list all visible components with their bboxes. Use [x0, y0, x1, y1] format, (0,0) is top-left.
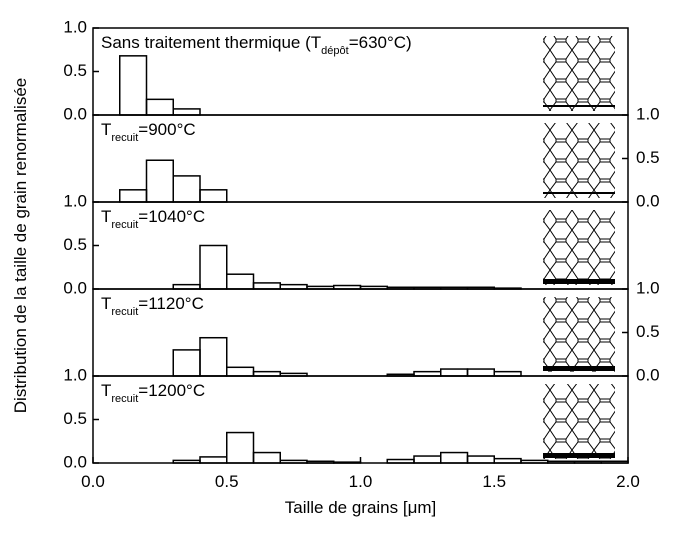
- panel-label-suffix: =630°C): [349, 33, 412, 52]
- panel-label: Trecuit=1040°C: [101, 207, 205, 231]
- y-tick-label: 0.0: [63, 278, 87, 297]
- plot-area: 0.0 0.5 1.0 Sans traitement thermique (Tdép…: [11, 17, 660, 517]
- substrate: [543, 105, 615, 107]
- x-tick-label: 0.0: [81, 472, 105, 491]
- y-tick-label: 0.0: [63, 452, 87, 471]
- panel-label: Trecuit=900°C: [101, 120, 196, 144]
- panel-label: Trecuit=1200°C: [101, 381, 205, 405]
- microstructure: [543, 297, 615, 372]
- x-tick-label: 0.5: [215, 472, 239, 491]
- panel-label-sub: recuit: [111, 132, 138, 144]
- hist-bar: [172, 459, 201, 464]
- hist-bar: [520, 459, 549, 464]
- panel-label-suffix: =1120°C: [138, 294, 204, 313]
- panel-label-text: Sans traitement thermique (T: [101, 33, 321, 52]
- y-tick-label: 0.5: [63, 61, 87, 80]
- hist-bar: [119, 189, 148, 203]
- hist-bar: [172, 175, 201, 203]
- microstructure: [543, 36, 615, 111]
- y-tick-label: 1.0: [63, 191, 87, 210]
- substrate: [543, 279, 615, 284]
- hist-bar: [466, 455, 495, 464]
- hist-bar: [199, 189, 228, 203]
- hist-bar: [493, 457, 522, 464]
- panel-label: Trecuit=1120°C: [101, 294, 204, 318]
- hist-bar: [279, 459, 308, 464]
- substrate: [543, 192, 615, 194]
- hist-bar: [440, 368, 469, 377]
- y-tick-label: 1.0: [63, 17, 87, 36]
- panel-label-sub: recuit: [111, 306, 138, 318]
- hist-bar: [413, 455, 442, 464]
- hist-bar: [440, 451, 469, 464]
- panel-label-text: T: [101, 294, 111, 313]
- y-tick-label: 0.0: [63, 104, 87, 123]
- substrate: [543, 366, 615, 371]
- panel-label-suffix: =1040°C: [138, 207, 205, 226]
- hist-bar: [386, 458, 415, 464]
- y-tick-label: 1.0: [636, 278, 660, 297]
- microstructure: [543, 384, 615, 459]
- hist-bar: [199, 336, 228, 377]
- microstructure-images: [543, 36, 615, 459]
- hist-bar: [199, 456, 228, 464]
- y-tick-label: 0.5: [63, 409, 87, 428]
- y-tick-label: 1.0: [63, 365, 87, 384]
- y-tick-label: 0.5: [63, 235, 87, 254]
- hist-bar: [199, 244, 228, 290]
- hist-bar: [145, 98, 174, 116]
- y-tick-label: 0.0: [636, 365, 660, 384]
- y-tick-label: 0.5: [636, 322, 660, 341]
- hist-bar: [573, 460, 602, 464]
- hist-bar: [252, 451, 281, 464]
- y-tick-label: 1.0: [636, 104, 660, 123]
- y-tick-label: 0.5: [636, 148, 660, 167]
- panel-label-text: T: [101, 381, 111, 400]
- microstructure: [543, 210, 615, 285]
- x-tick-label: 1.5: [482, 472, 506, 491]
- panel-label-suffix: =1200°C: [138, 381, 205, 400]
- x-tick-label: 2.0: [616, 472, 640, 491]
- hist-bar: [172, 349, 201, 377]
- hist-bar: [252, 282, 281, 290]
- x-axis-title: Taille de grains [μm]: [285, 498, 437, 517]
- panel-label-text: T: [101, 207, 111, 226]
- panel-label-sub: recuit: [111, 219, 138, 231]
- panel-label-suffix: =900°C: [138, 120, 195, 139]
- panel-label-text: T: [101, 120, 111, 139]
- hist-bar: [547, 460, 576, 464]
- hist-bar: [226, 273, 255, 290]
- y-tick-label: 0.0: [636, 191, 660, 210]
- hist-bar: [466, 368, 495, 377]
- panel-label-sub: dépôt: [321, 45, 349, 57]
- x-tick-label: 1.0: [349, 472, 373, 491]
- hist-bar: [333, 461, 362, 464]
- hist-bar: [600, 460, 629, 464]
- hist-bar: [226, 431, 255, 464]
- hist-bar: [119, 55, 148, 116]
- hist-bar: [172, 108, 201, 116]
- panel-label-sub: recuit: [111, 393, 138, 405]
- substrate: [543, 453, 615, 458]
- hist-bar: [145, 159, 174, 203]
- hist-bar: [226, 366, 255, 377]
- y-axis-title: Distribution de la taille de grain renor…: [11, 78, 30, 413]
- microstructure: [543, 123, 615, 198]
- hist-bar: [306, 460, 335, 464]
- panel-label: Sans traitement thermique (Tdépôt=630°C): [101, 33, 412, 57]
